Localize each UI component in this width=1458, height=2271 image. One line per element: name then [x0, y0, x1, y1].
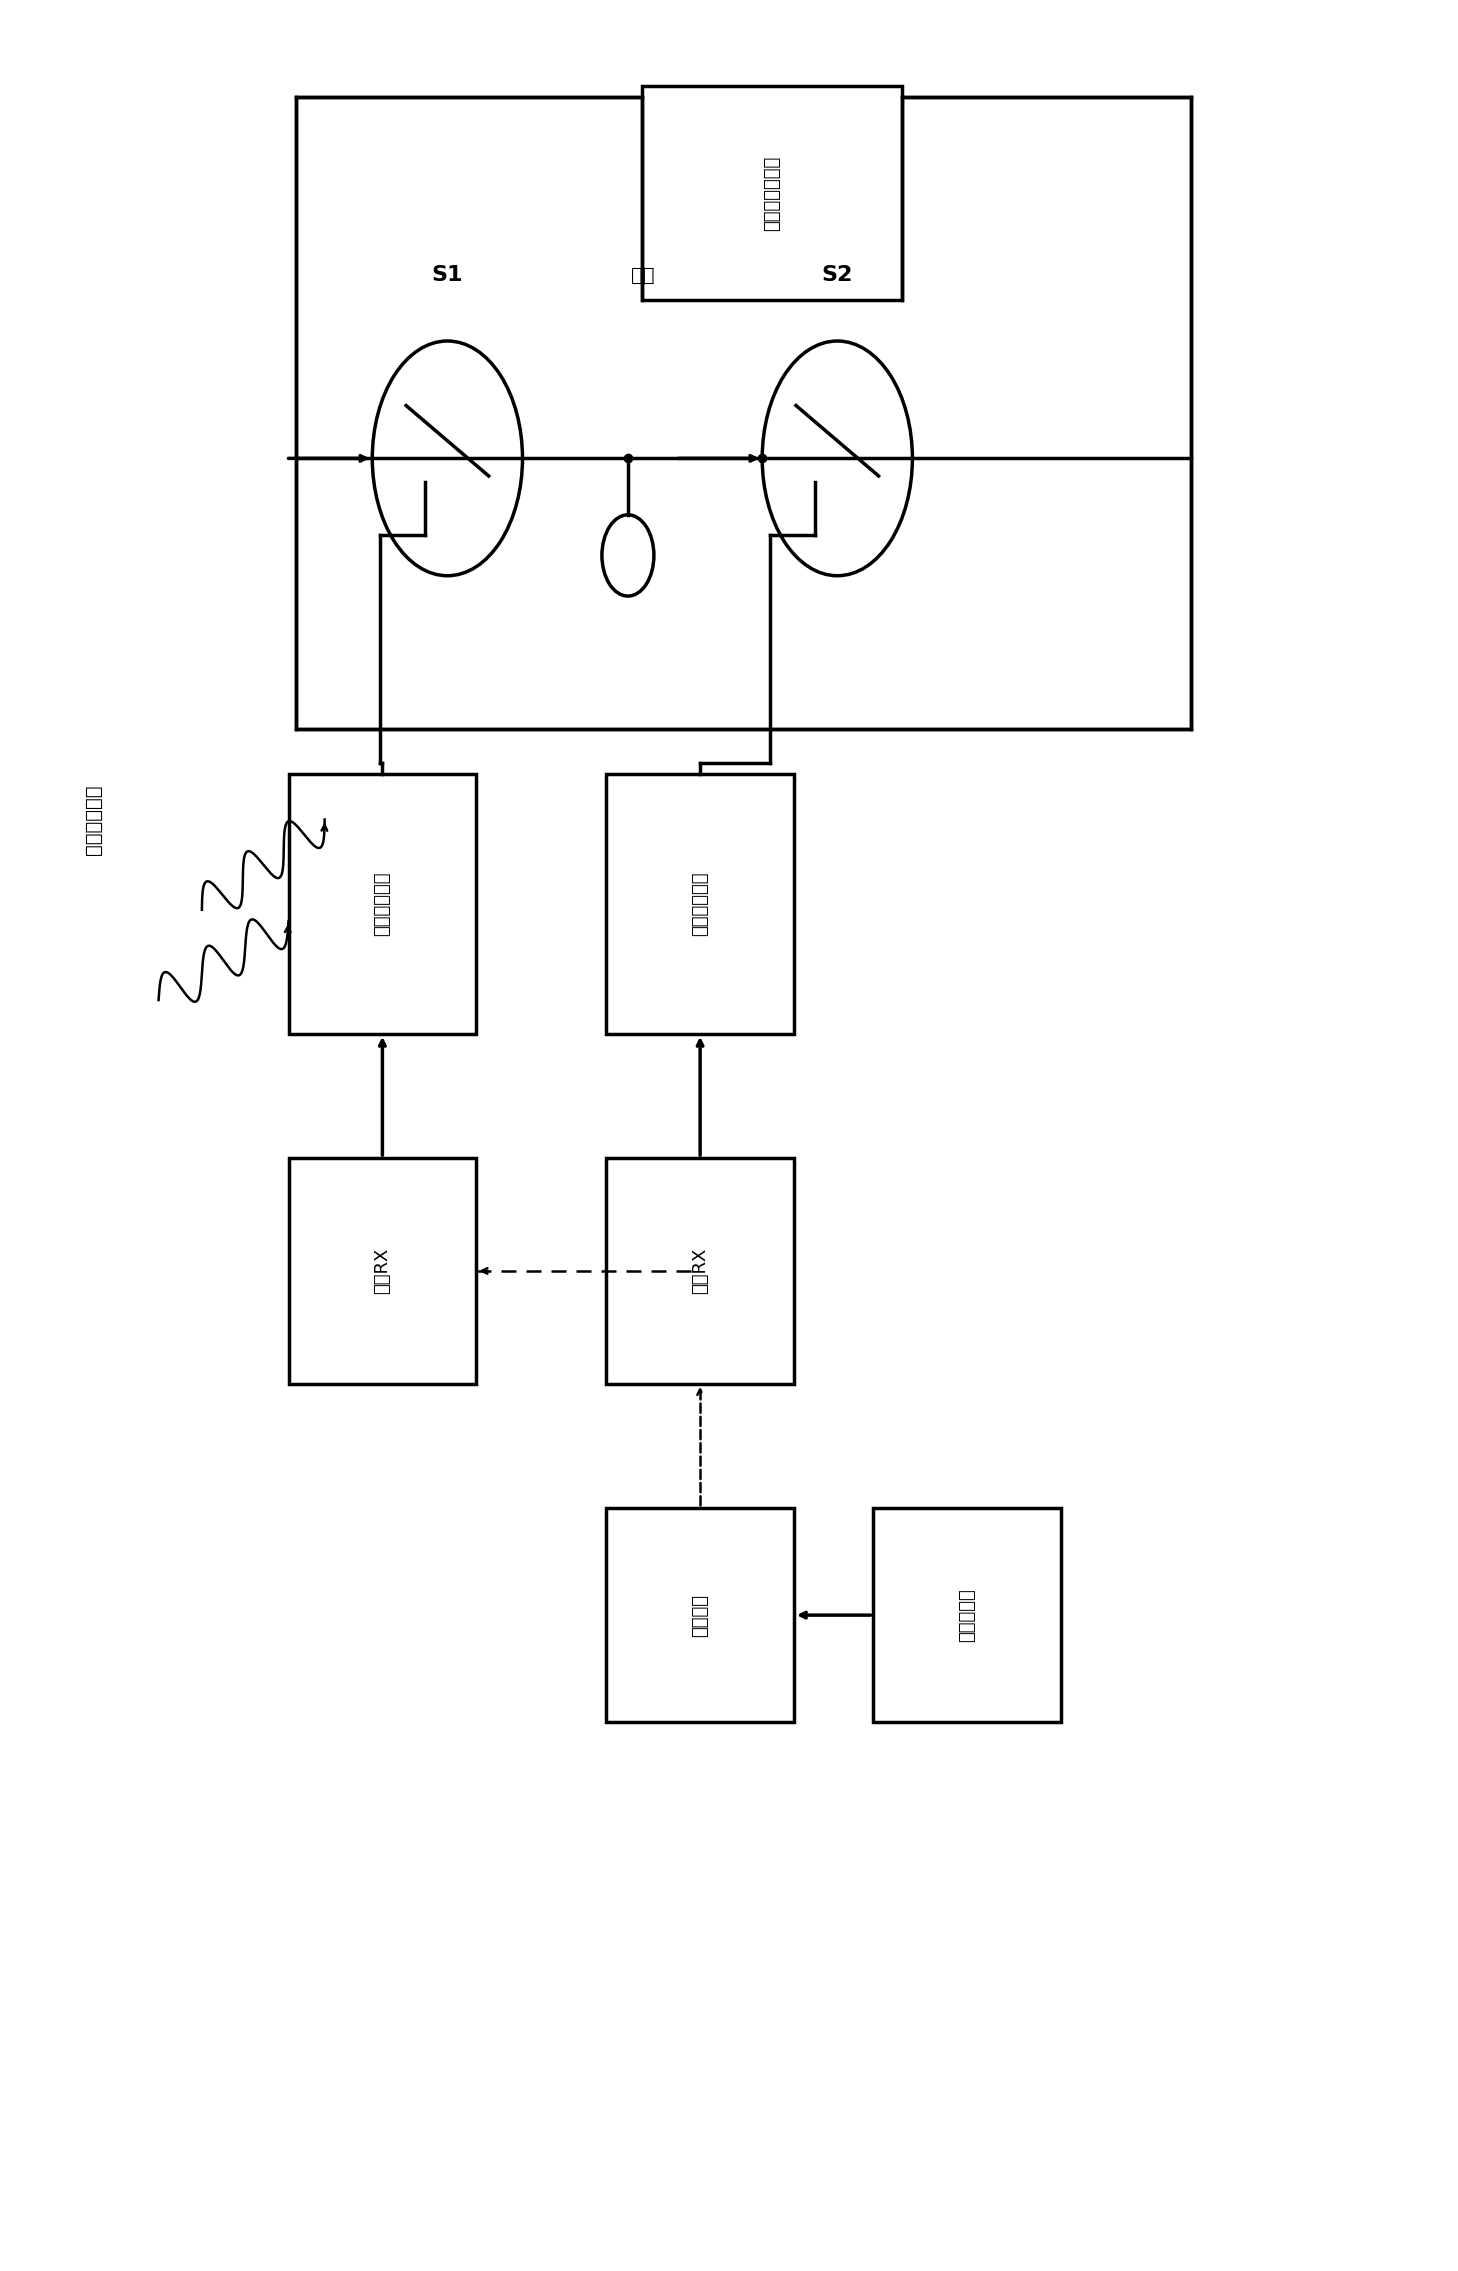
- Text: S1: S1: [432, 263, 464, 284]
- Text: 光学RX: 光学RX: [691, 1247, 709, 1294]
- Bar: [289, 774, 477, 1033]
- Text: 光传输器: 光传输器: [691, 1594, 709, 1637]
- Text: 低端门驱动器: 低端门驱动器: [691, 872, 709, 936]
- Text: 高端门驱动器: 高端门驱动器: [373, 872, 391, 936]
- Bar: [289, 1158, 477, 1383]
- Text: 电压源或电流源: 电压源或电流源: [764, 154, 781, 232]
- Bar: [643, 86, 903, 300]
- Text: 系统控制器: 系统控制器: [958, 1587, 977, 1642]
- Bar: [607, 1508, 795, 1721]
- Text: S2: S2: [822, 263, 853, 284]
- Bar: [607, 1158, 795, 1383]
- Bar: [296, 98, 1191, 729]
- Bar: [607, 774, 795, 1033]
- Text: 负载: 负载: [631, 266, 655, 284]
- Text: 电磁干扰敏度: 电磁干扰敏度: [85, 783, 104, 854]
- Bar: [873, 1508, 1061, 1721]
- Text: 光学RX: 光学RX: [373, 1247, 391, 1294]
